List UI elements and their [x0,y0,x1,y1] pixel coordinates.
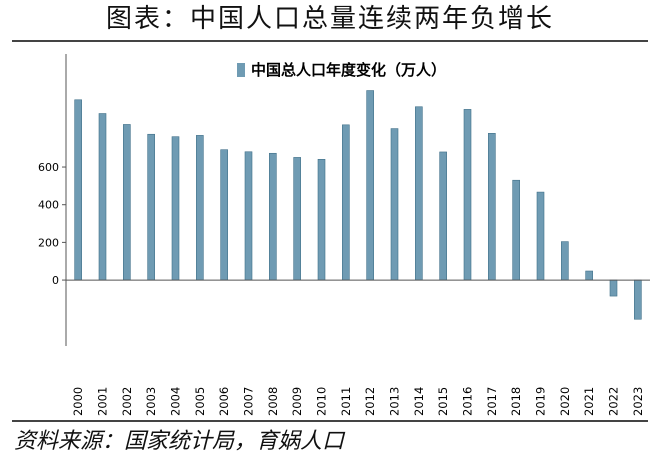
bar-2020 [561,241,569,281]
x-tick-label: 2016 [461,387,475,416]
bar-2015 [439,151,447,281]
y-tick-label: 200 [38,236,59,249]
x-tick-label: 2008 [266,387,280,416]
bar-2012 [366,90,374,281]
bar-2023 [634,279,642,320]
bar-2010 [317,159,326,281]
x-tick-label: 2019 [534,387,548,416]
bar-2017 [488,133,496,281]
x-tick-label: 2005 [193,387,207,416]
source-note: 资料来源：国家统计局，育娲人口 [14,429,345,454]
bar-2002 [123,124,131,281]
bar-2006 [220,149,228,281]
x-tick-label: 2010 [315,387,329,416]
bar-2004 [171,136,180,281]
y-tick-label: 0 [52,274,59,287]
bar-2016 [463,109,472,281]
top-divider [12,40,648,42]
legend-swatch [237,63,245,77]
bar-2001 [98,113,107,281]
header-title: 图表：中国人口总量连续两年负增长 [105,4,554,34]
x-tick-label: 2004 [169,387,183,416]
x-tick-label: 2001 [96,387,110,416]
x-tick-label: 2021 [582,387,596,416]
bottom-divider [12,420,648,422]
bar-2000 [74,99,82,281]
y-tick-label: 400 [38,199,59,212]
bar-2007 [244,151,253,281]
chart-legend: 中国总人口年度变化（万人） [237,61,446,79]
x-tick-label: 2003 [144,387,158,416]
x-tick-label: 2012 [363,387,377,416]
bar-2009 [293,157,301,281]
chart-area: 中国总人口年度变化（万人） 0 200 400 600 2000 2001 2002 200… [0,44,660,418]
x-tick-label: 2011 [339,387,353,416]
bar-2014 [415,106,423,281]
x-tick-label: 2015 [436,387,450,416]
x-tick-label: 2000 [71,387,85,416]
x-tick-label: 2023 [631,387,645,416]
bar-2013 [390,128,399,281]
x-tick-label: 2002 [120,387,134,416]
bar-2005 [196,135,204,281]
x-tick-label: 2017 [485,387,499,416]
bar-2008 [269,152,277,281]
x-tick-label: 2018 [509,387,523,416]
y-tick-label: 600 [38,161,59,174]
x-tick-label: 2014 [412,387,426,416]
bar-2011 [342,124,350,281]
bar-2018 [512,179,520,281]
bar-chart: 中国总人口年度变化（万人） 0 200 400 600 2000 2001 2002 200… [38,54,650,416]
x-tick-label: 2020 [558,387,572,416]
x-tick-label: 2009 [290,387,304,416]
bar-2019 [536,191,545,281]
bar-2003 [147,133,155,281]
x-tick-label: 2013 [388,387,402,416]
chart-header: 图表：中国人口总量连续两年负增长 [0,0,660,38]
legend-label: 中国总人口年度变化（万人） [251,61,446,79]
bar-2022 [609,279,618,297]
x-tick-label: 2022 [607,387,621,416]
x-tick-label: 2006 [217,387,231,416]
bar-2021 [585,270,593,281]
x-tick-label: 2007 [242,387,256,416]
